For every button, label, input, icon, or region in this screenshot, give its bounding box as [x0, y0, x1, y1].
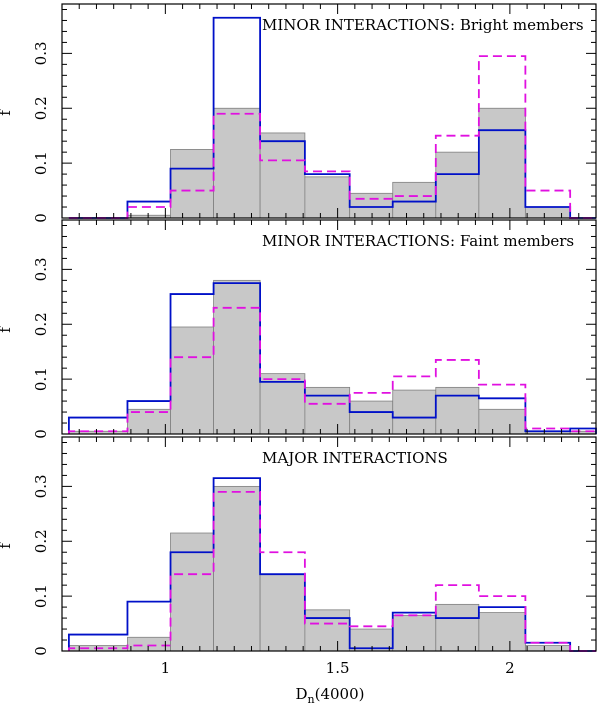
gray-bar — [435, 603, 480, 652]
gray-bar — [478, 612, 526, 652]
panel-frame — [61, 219, 597, 435]
gray-bar — [478, 107, 526, 219]
y-tick-label: 0.2 — [32, 312, 50, 336]
gray-bar — [213, 279, 261, 435]
y-tick-label: 0.2 — [32, 529, 50, 553]
gray-bar — [524, 206, 571, 219]
y-axis-label: f — [0, 326, 14, 333]
x-tick-label: 1 — [161, 659, 171, 677]
panel-frame — [61, 436, 597, 652]
gray-bar — [349, 192, 394, 219]
magenta-histogram-line — [68, 55, 596, 219]
gray-bar — [349, 400, 394, 435]
gray-bar — [170, 326, 214, 435]
panel-2: 0 0.1 0.2 0.3 MINOR INTERACTIONS: Faint memb… — [32, 219, 597, 439]
magenta-histogram-line — [67, 490, 596, 652]
x-axis-label-subscript: n — [308, 693, 315, 706]
gray-bar — [259, 573, 306, 652]
x-axis-label: Dn(4000) — [295, 685, 364, 706]
y-tick-label: 0.1 — [32, 151, 50, 175]
panel-3: 0 0.1 0.2 0.3 MAJOR INTERACTIONS — [32, 436, 597, 656]
panel-title: MAJOR INTERACTIONS — [262, 449, 448, 467]
x-tick-label: 2 — [505, 659, 515, 677]
y-tick-label: 0.1 — [32, 367, 50, 391]
y-tick-label: 0.2 — [32, 96, 50, 120]
y-tick-label: 0.3 — [32, 257, 50, 281]
gray-bar — [213, 107, 261, 219]
y-axis-label: f — [0, 109, 14, 116]
gray-bar — [435, 386, 480, 435]
gray-bar — [392, 614, 437, 652]
panel-1: 0 0.1 0.2 0.3 MINOR INTERACTIONS: Bright mem… — [32, 3, 597, 223]
y-tick-label: 0.3 — [32, 41, 50, 65]
panel-title: MINOR INTERACTIONS: Bright members — [262, 16, 584, 34]
x-tick-label: 1.5 — [326, 659, 350, 677]
gray-bar — [435, 151, 480, 219]
y-tick-label: 0 — [32, 429, 50, 439]
y-tick-label: 0 — [32, 646, 50, 656]
gray-bar — [127, 408, 171, 435]
gray-bar — [170, 149, 214, 219]
gray-bar — [392, 181, 437, 219]
x-axis-label-suffix: (4000) — [315, 685, 365, 703]
y-tick-label: 0.3 — [32, 474, 50, 498]
gray-bar — [127, 636, 171, 652]
y-axis-label: f — [0, 542, 14, 549]
gray-bar — [478, 408, 526, 435]
panel-frame — [61, 3, 597, 219]
panels-layer: 0 0.1 0.2 0.3 MINOR INTERACTIONS: Bright mem… — [32, 3, 597, 677]
gray-bar — [304, 386, 351, 435]
gray-bar — [524, 645, 571, 652]
gray-bar — [304, 176, 351, 219]
magenta-histogram-line — [67, 306, 597, 434]
gray-bar — [170, 532, 214, 652]
y-tick-label: 0 — [32, 213, 50, 223]
gray-bar — [259, 132, 306, 219]
gray-bar — [213, 485, 261, 652]
panel-title: MINOR INTERACTIONS: Faint members — [262, 232, 574, 250]
gray-bar — [392, 389, 437, 435]
gray-bar — [304, 609, 351, 652]
x-axis-label-main: D — [295, 685, 307, 703]
y-tick-label: 0.1 — [32, 584, 50, 608]
